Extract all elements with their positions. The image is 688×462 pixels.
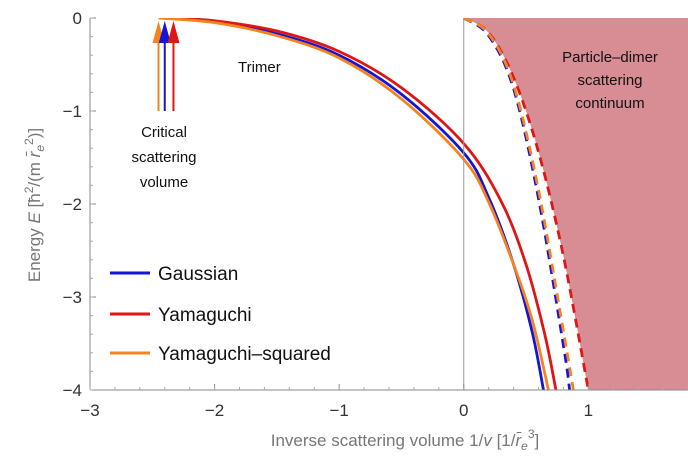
trimer-curve-yamaguchi xyxy=(169,18,558,390)
curves-group xyxy=(158,18,590,390)
continuum-label-line1: Particle–dimer xyxy=(562,49,658,66)
threshold-curve-yamaguchi xyxy=(463,18,590,390)
trimer-label: Trimer xyxy=(238,59,281,76)
trimer-curve-gaussian xyxy=(162,18,545,390)
continuum-region xyxy=(463,18,688,390)
x-tick-label: −3 xyxy=(80,401,99,420)
y-tick-label: −3 xyxy=(63,288,82,307)
critical-arrow-head-gaussian xyxy=(158,21,171,43)
y-axis-title: Energy E [ħ2/(m r̄e2)] xyxy=(22,128,47,282)
trimer-curve-yamaguchi-squared xyxy=(158,18,550,390)
critical-arrows xyxy=(152,21,180,111)
critical-label-line2: scattering xyxy=(131,149,196,166)
x-tick-label: 0 xyxy=(459,401,468,420)
critical-label-line3: volume xyxy=(140,174,188,191)
y-tick-label: −4 xyxy=(63,381,82,400)
critical-arrow-head-yamaguchi xyxy=(167,21,180,43)
legend-label-gaussian: Gaussian xyxy=(158,264,238,285)
legend: Gaussian Yamaguchi Yamaguchi–squared xyxy=(110,264,331,365)
threshold-curve-yamaguchi-squared xyxy=(463,18,575,390)
y-tick-label: 0 xyxy=(73,9,82,28)
x-tick-label: 1 xyxy=(584,401,593,420)
continuum-label-line3: continuum xyxy=(575,95,644,112)
x-tick-label: −2 xyxy=(205,401,224,420)
x-tick-label: −1 xyxy=(329,401,348,420)
legend-label-yamaguchi-squared: Yamaguchi–squared xyxy=(158,344,331,365)
continuum-label-line2: scattering xyxy=(577,72,642,89)
legend-label-yamaguchi: Yamaguchi xyxy=(158,305,252,326)
critical-label-line1: Critical xyxy=(141,124,187,141)
y-tick-label: −2 xyxy=(63,195,82,214)
x-axis-title: Inverse scattering volume 1/v [1/r̄e3] xyxy=(271,427,540,453)
axes: −3 −2 −1 0 10−1−2−3−4 xyxy=(63,9,688,420)
y-tick-label: −1 xyxy=(63,102,82,121)
